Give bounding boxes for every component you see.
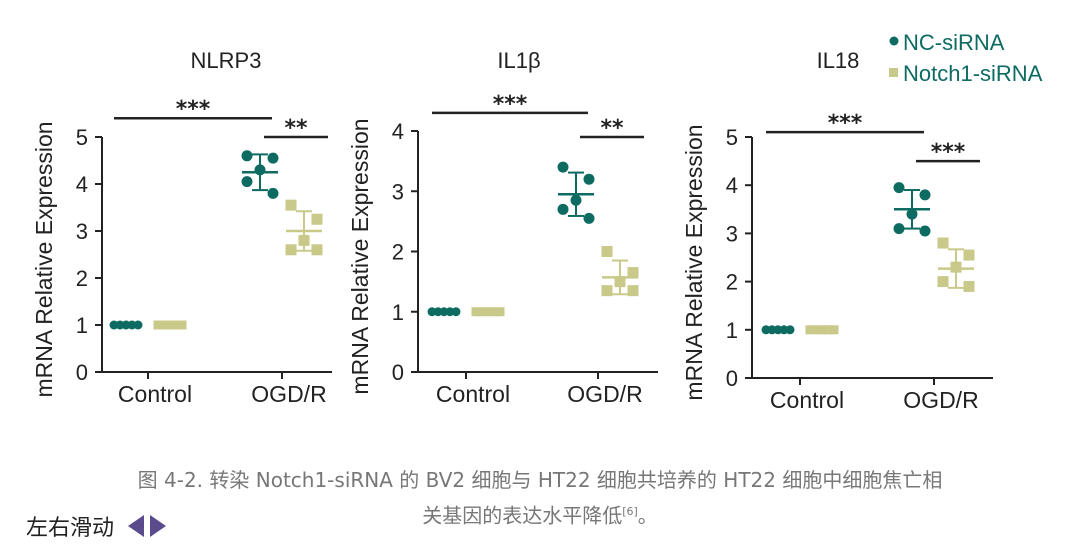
scroll-hint: 左右滑动 [26,510,167,542]
panel-3-notch-point [937,237,949,249]
panel-3-significance-label: *** [828,111,863,136]
panel-3-x-tick-label: Control [770,387,844,413]
panel-3-title: IL18 [817,48,860,73]
panel-3-x-tick-label: OGD/R [903,387,978,413]
panel-1-nc-point [267,152,279,164]
panel-1-x-tick-label: OGD/R [251,381,326,407]
panel-1-notch-point [311,244,323,256]
caption-end: 。 [637,503,658,528]
panel-1-notch-point [285,244,297,256]
panel-1-nc-point [241,176,253,188]
panel-3-notch-point [937,276,949,288]
panel-2-y-axis-label: mRNA Relative Expression [347,118,373,394]
panel-2-y-tick-label: 4 [392,119,404,144]
panel-2-nc-point [557,161,569,173]
panel-1-x-tick-label: Control [118,381,192,407]
panel-2-y-tick-label: 1 [392,300,404,325]
scroll-hint-label: 左右滑动 [26,516,115,541]
panel-1-y-tick-label: 5 [76,125,88,150]
panel-2-notch-point [601,285,613,297]
caption-line-1: 图 4-2. 转染 Notch1-siRNA 的 BV2 细胞与 HT22 细胞… [137,468,943,492]
panel-2-notch-point [601,246,613,257]
legend-notch-marker [889,68,898,77]
panel-1-y-tick-label: 3 [76,219,88,244]
panel-1-y-axis-label: mRNA Relative Expression [31,121,57,397]
panel-3-y-tick-label: 0 [726,366,738,391]
panel-1-notch-point [285,199,297,211]
panel-1-nc-point [267,187,279,199]
panel-2-significance-label: ** [600,116,624,141]
panel-2-title: IL1β [497,48,540,73]
legend-label: Notch1-siRNA [903,61,1043,86]
caption-reference: [6] [622,505,638,518]
panel-3-y-tick-label: 3 [726,221,738,246]
panel-2-y-tick-label: 0 [392,360,404,385]
scroll-right-arrow-icon[interactable] [150,515,167,537]
panel-2-y-tick-label: 2 [392,240,404,265]
panel-2-significance-label: *** [493,92,528,117]
panel-1-y-tick-label: 0 [76,360,88,385]
panel-3-y-tick-label: 4 [726,173,738,198]
panel-3-notch-point [963,280,975,292]
panel-1-y-tick-label: 1 [76,313,88,338]
panel-1-nc-point [241,150,253,162]
panel-1-y-tick-label: 4 [76,172,88,197]
scroll-left-arrow-icon[interactable] [128,515,145,537]
panel-2-x-tick-label: OGD/R [567,381,642,407]
panel-2-nc-point [583,173,595,185]
caption-line-2-text: 关基因的表达水平降低 [422,503,623,528]
caption-line-2: 关基因的表达水平降低[6]。 [40,496,1040,532]
panel-1-significance-label: *** [176,97,211,122]
panel-3-nc-point [893,182,905,194]
legend-label: NC-siRNA [903,30,1005,55]
panel-2-nc-point [557,203,569,215]
panel-3-nc-point [919,189,931,201]
panel-2-notch-point [627,285,639,297]
panel-1-y-tick-label: 2 [76,266,88,291]
panel-2-nc-point [583,212,595,224]
panel-1-notch-point [311,213,323,225]
panel-2-x-tick-label: Control [436,381,510,407]
panel-2-notch-point [627,267,639,279]
panel-1-title: NLRP3 [191,48,262,73]
panel-2-y-tick-label: 3 [392,179,404,204]
panel-3-y-axis-label: mRNA Relative Expression [681,124,707,400]
panel-3-significance-label: *** [931,140,966,165]
chart-figure: NLRP3 mRNA Relative Expression 0 1 2 3 4 5 Contr… [31,30,1043,413]
panel-3-nc-point [919,225,931,237]
legend-nc-marker [889,36,899,46]
panel-3-y-tick-label: 5 [726,125,738,150]
figure-caption: 图 4-2. 转染 Notch1-siRNA 的 BV2 细胞与 HT22 细胞… [40,464,1040,532]
panel-3-y-tick-label: 1 [726,318,738,343]
panel-3-notch-point [963,249,975,261]
panel-3-nc-point [893,223,905,235]
panel-3-y-tick-label: 2 [726,270,738,295]
panel-1-significance-label: ** [284,116,308,141]
